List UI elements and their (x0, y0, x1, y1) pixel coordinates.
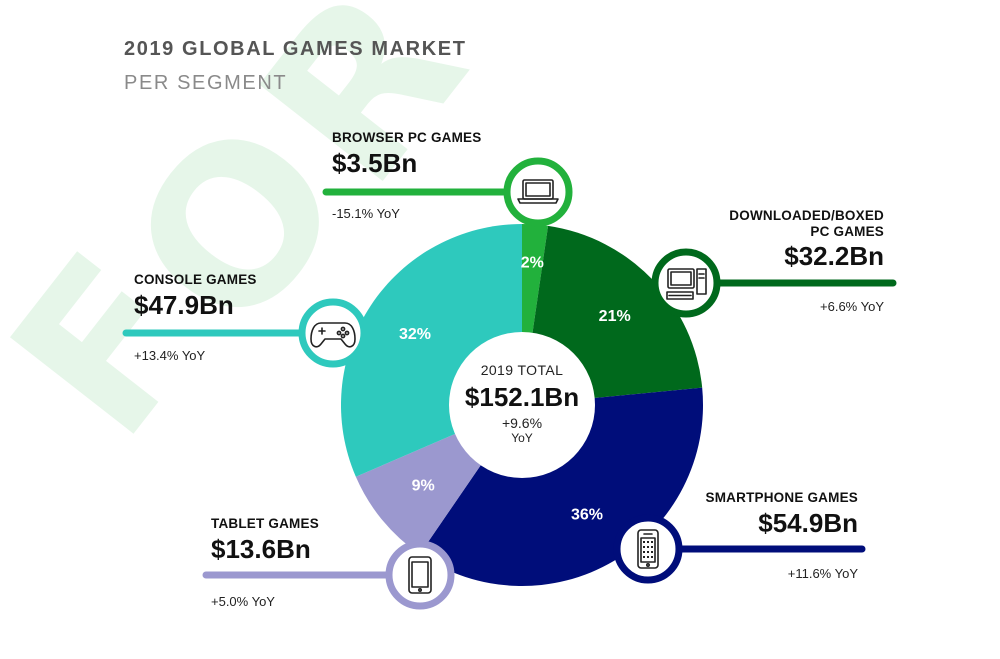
tablet-icon (385, 540, 455, 610)
slice-percent-label: 9% (412, 478, 435, 495)
smartphone-icon (613, 514, 683, 584)
label-smartphone-games: SMARTPHONE GAMES (705, 490, 858, 505)
value-smartphone-games: $54.9Bn (758, 508, 858, 538)
slice-percent-label: 32% (399, 326, 431, 343)
center-total-value: $152.1Bn (464, 382, 580, 412)
chart-title: 2019 GLOBAL GAMES MARKET (124, 38, 467, 60)
yoy-console-games: +13.4% YoY (134, 348, 206, 363)
yoy-browser-pc-games: -15.1% YoY (332, 206, 400, 221)
donut-hole (449, 332, 595, 478)
value-downloaded-boxed-pc-games: $32.2Bn (784, 241, 884, 271)
gamepad-icon (298, 298, 368, 368)
label-console-games: CONSOLE GAMES (134, 272, 257, 287)
label-tablet-games: TABLET GAMES (211, 516, 319, 531)
value-console-games: $47.9Bn (134, 290, 234, 320)
label-downloaded-boxed-pc-games: DOWNLOADED/BOXED PC GAMES (729, 208, 884, 239)
value-tablet-games: $13.6Bn (211, 534, 311, 564)
yoy-smartphone-games: +11.6% YoY (787, 566, 858, 581)
slice-percent-label: 21% (599, 308, 631, 325)
chart-subtitle: PER SEGMENT (124, 72, 288, 94)
center-total-growth-unit: YoY (511, 431, 533, 445)
center-total-growth: +9.6% (501, 415, 543, 431)
yoy-downloaded-boxed-pc-games: +6.6% YoY (820, 299, 884, 314)
yoy-tablet-games: +5.0% YoY (211, 594, 275, 609)
slice-percent-label: 2% (521, 255, 544, 272)
center-total-label: 2019 TOTAL (480, 362, 564, 378)
label-browser-pc-games: BROWSER PC GAMES (332, 130, 482, 145)
desktop-computer-icon (651, 248, 721, 318)
value-browser-pc-games: $3.5Bn (332, 148, 418, 178)
laptop-icon (503, 157, 573, 227)
slice-percent-label: 36% (571, 507, 603, 524)
center-total: 2019 TOTAL $152.1Bn +9.6% YoY (452, 362, 592, 445)
